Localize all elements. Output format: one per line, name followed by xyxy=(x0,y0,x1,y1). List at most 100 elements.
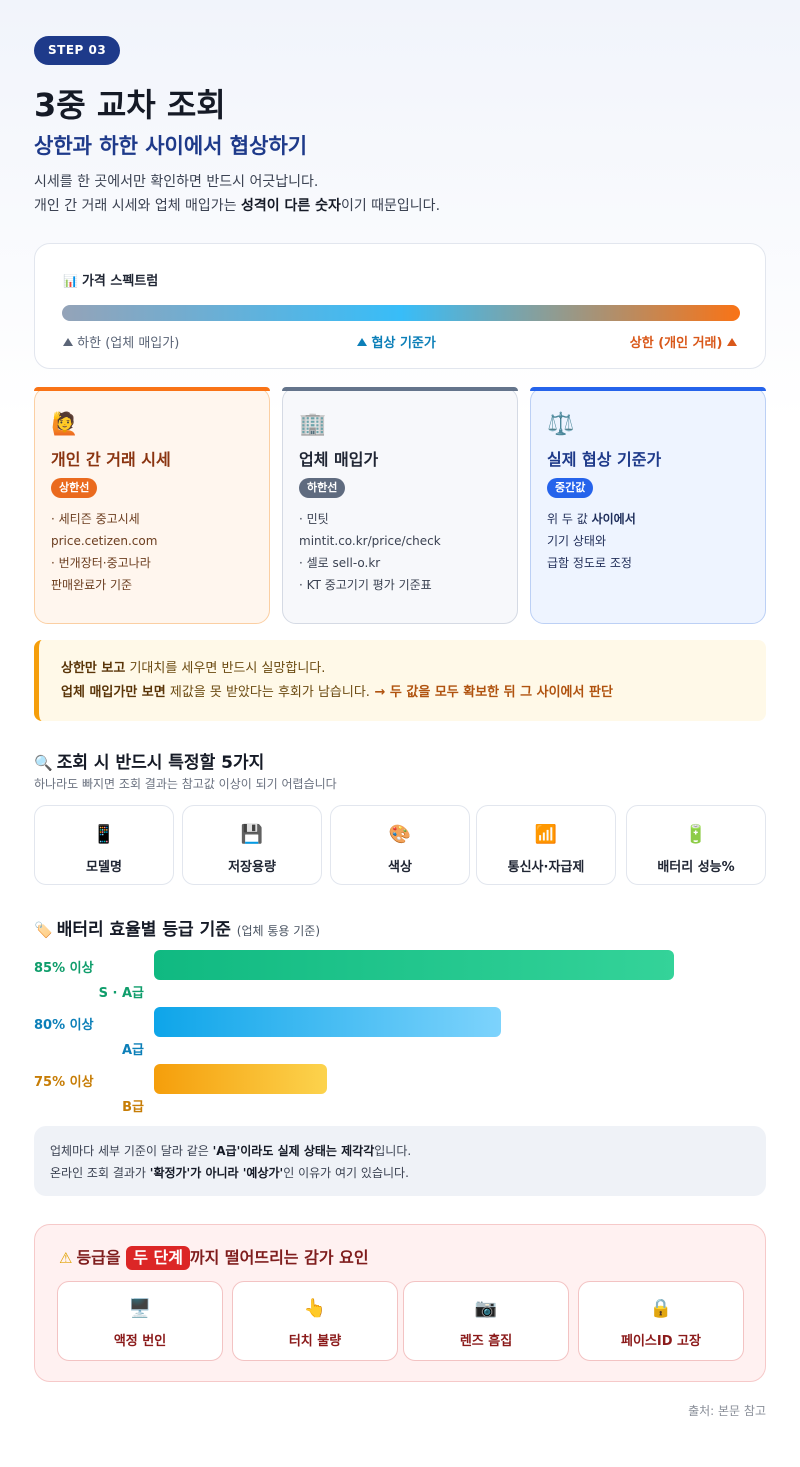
intro-line-2-text: 개인 간 거래 시세와 업체 매입가는 xyxy=(34,198,242,214)
intro-line-2-emphasis: 성격이 다른 숫자 xyxy=(241,198,341,214)
spec-tile-label: 색상 xyxy=(388,860,412,875)
lock-icon: 🔒 xyxy=(649,1298,673,1319)
battery-grade-label: A급 xyxy=(121,1043,144,1058)
deduction-title-highlight: 두 단계 xyxy=(126,1246,190,1270)
card-dealer-buyback: 🏢 업체 매입가 하한선 · 민팃 mintit.co.kr/price/che… xyxy=(282,387,518,624)
spectrum-high-label: 상한 (개인 거래) xyxy=(630,332,737,351)
card-line: 위 두 값 사이에서 xyxy=(547,508,749,530)
notice-line-1: 상한만 보고 기대치를 세우면 반드시 실망합니다. xyxy=(61,657,766,681)
battery-threshold-label: 75% 이상 xyxy=(34,1075,94,1090)
card-line-emphasis: 사이에서 xyxy=(591,512,636,526)
notice-emphasis: 상한만 보고 xyxy=(61,661,126,676)
warning-notice: 상한만 보고 기대치를 세우면 반드시 실망합니다. 업체 매입가만 보면 제값… xyxy=(34,640,766,721)
deduction-factors-box: ⚠ 등급을 두 단계 까지 떨어뜨리는 감가 요인 🖥️ 액정 번인 👆 터치 불량… xyxy=(34,1224,766,1382)
palette-icon: 🎨 xyxy=(388,824,412,845)
signal-bars-icon: 📶 xyxy=(534,824,558,845)
intro-line-2: 개인 간 거래 시세와 업체 매입가는 성격이 다른 숫자이기 때문입니다. xyxy=(34,194,440,218)
intro-line-2-tail: 이기 때문입니다. xyxy=(340,198,441,214)
spectrum-low-label: 하한 (업체 매입가) xyxy=(63,332,179,351)
phone-icon: 📱 xyxy=(92,824,116,845)
magnifier-icon: 🔍 xyxy=(34,754,53,772)
price-spectrum-card: 📊 가격 스펙트럼 하한 (업체 매입가) 협상 기준가 상한 (개인 거래) xyxy=(34,243,766,369)
card-line: 기기 상태와 xyxy=(547,534,607,548)
card-line: · 세티즌 중고시세 xyxy=(51,512,140,526)
grade-note: 업체마다 세부 기준이 달라 같은 'A급'이라도 실제 상태는 제각각입니다.… xyxy=(34,1126,766,1196)
card-title: 개인 간 거래 시세 xyxy=(51,450,171,469)
notice-text: 제값을 못 받았다는 후회가 남습니다. xyxy=(165,685,370,700)
battery-grade-label: S · A급 xyxy=(98,986,144,1001)
page-subtitle: 상한과 하한 사이에서 협상하기 xyxy=(34,134,308,158)
card-title: 실제 협상 기준가 xyxy=(547,450,662,469)
triangle-up-icon xyxy=(727,338,737,346)
grade-note-emphasis: 'A급'이라도 실제 상태는 제각각 xyxy=(212,1144,375,1158)
step-badge: STEP 03 xyxy=(34,36,121,65)
floppy-disk-icon: 💾 xyxy=(240,824,264,845)
notice-text: 기대치를 세우면 반드시 실망합니다. xyxy=(125,661,326,676)
page-title: 3중 교차 조회 xyxy=(34,86,226,124)
battery-level-bar xyxy=(154,1007,501,1037)
triangle-up-icon xyxy=(63,338,73,346)
deduction-tile-label: 페이스ID 고장 xyxy=(621,1334,701,1349)
notice-conclusion: → 두 값을 모두 확보한 뒤 그 사이에서 판단 xyxy=(369,685,613,700)
spectrum-mid-label: 협상 기준가 xyxy=(357,332,436,351)
grade-note-text: 온라인 조회 결과가 xyxy=(50,1166,150,1180)
battery-threshold-label: 85% 이상 xyxy=(34,961,94,976)
battery-grade-label: B급 xyxy=(122,1100,144,1115)
intro-line-1: 시세를 한 곳에서만 확인하면 반드시 어긋납니다. xyxy=(34,174,319,190)
spec-tile-label: 저장용량 xyxy=(228,860,276,875)
notice-emphasis: 업체 매입가만 보면 xyxy=(61,685,166,700)
deduction-tile-touch: 👆 터치 불량 xyxy=(232,1281,398,1361)
spec-tile-storage: 💾 저장용량 xyxy=(182,805,322,885)
warning-icon: ⚠ xyxy=(59,1249,73,1267)
card-line: · KT 중고기기 평가 기준표 xyxy=(299,578,432,592)
triangle-up-icon xyxy=(357,338,367,346)
deduction-title-tail: 까지 떨어뜨리는 감가 요인 xyxy=(189,1248,369,1267)
spec-tile-model: 📱 모델명 xyxy=(34,805,174,885)
card-line: 급함 정도로 조정 xyxy=(547,556,632,570)
card-accent-line xyxy=(530,387,766,391)
deduction-tile-faceid: 🔒 페이스ID 고장 xyxy=(578,1281,744,1361)
grade-note-text: 입니다. xyxy=(374,1144,412,1158)
card-line: price.cetizen.com xyxy=(51,534,158,548)
grade-note-text: 인 이유가 여기 있습니다. xyxy=(283,1166,409,1180)
spectrum-high-text: 상한 (개인 거래) xyxy=(629,336,723,351)
raising-hand-person-icon: 🙋 xyxy=(51,412,79,437)
specs-title-text: 조회 시 반드시 특정할 5가지 xyxy=(56,753,265,773)
balance-scale-icon: ⚖️ xyxy=(547,412,575,437)
deduction-title: ⚠ 등급을 두 단계 까지 떨어뜨리는 감가 요인 xyxy=(59,1244,369,1270)
card-badge: 중간값 xyxy=(547,478,594,498)
tag-icon: 🏷️ xyxy=(34,921,53,939)
intro-text: 시세를 한 곳에서만 확인하면 반드시 어긋납니다. 개인 간 거래 시세와 업… xyxy=(34,170,440,218)
card-line-text: 위 두 값 xyxy=(547,512,592,526)
battery-level-bar xyxy=(154,1064,327,1094)
card-line: · 번개장터·중고나라 xyxy=(51,556,151,570)
pointing-finger-icon: 👆 xyxy=(303,1298,327,1319)
battery-section-title: 🏷️ 배터리 효율별 등급 기준 (업체 통용 기준) xyxy=(34,915,320,940)
office-building-icon: 🏢 xyxy=(299,412,327,437)
spectrum-gradient-bar xyxy=(62,305,740,321)
camera-icon: 📷 xyxy=(474,1298,498,1319)
specs-section-subtitle: 하나라도 빠지면 조회 결과는 참고값 이상이 되기 어렵습니다 xyxy=(34,777,337,791)
deduction-title-text: 등급을 xyxy=(76,1248,127,1267)
deduction-tile-label: 렌즈 흠집 xyxy=(459,1334,513,1349)
battery-threshold-label: 80% 이상 xyxy=(34,1018,94,1033)
card-badge: 상한선 xyxy=(51,478,98,498)
grade-note-emphasis: '확정가'가 아니라 '예상가' xyxy=(149,1166,284,1180)
spectrum-mid-text: 협상 기준가 xyxy=(371,336,436,351)
specs-section-title: 🔍 조회 시 반드시 특정할 5가지 xyxy=(34,748,264,773)
spec-tile-label: 배터리 성능% xyxy=(657,860,735,875)
spec-tile-carrier: 📶 통신사·자급제 xyxy=(476,805,616,885)
card-personal-trade: 🙋 개인 간 거래 시세 상한선 · 세티즌 중고시세 price.cetize… xyxy=(34,387,270,624)
monitor-icon: 🖥️ xyxy=(128,1298,152,1319)
deduction-tile-label: 터치 불량 xyxy=(288,1334,342,1349)
spec-tile-color: 🎨 색상 xyxy=(330,805,470,885)
grade-note-line-1: 업체마다 세부 기준이 달라 같은 'A급'이라도 실제 상태는 제각각입니다. xyxy=(50,1140,766,1162)
card-lines: · 세티즌 중고시세 price.cetizen.com · 번개장터·중고나라… xyxy=(51,508,253,596)
spec-tile-battery: 🔋 배터리 성능% xyxy=(626,805,766,885)
battery-title-text: 배터리 효율별 등급 기준 xyxy=(56,920,231,940)
bar-chart-icon: 📊 xyxy=(63,274,78,288)
deduction-tile-label: 액정 번인 xyxy=(113,1334,167,1349)
card-line: mintit.co.kr/price/check xyxy=(299,534,441,548)
card-title: 업체 매입가 xyxy=(299,450,379,469)
deduction-tile-burn-in: 🖥️ 액정 번인 xyxy=(57,1281,223,1361)
